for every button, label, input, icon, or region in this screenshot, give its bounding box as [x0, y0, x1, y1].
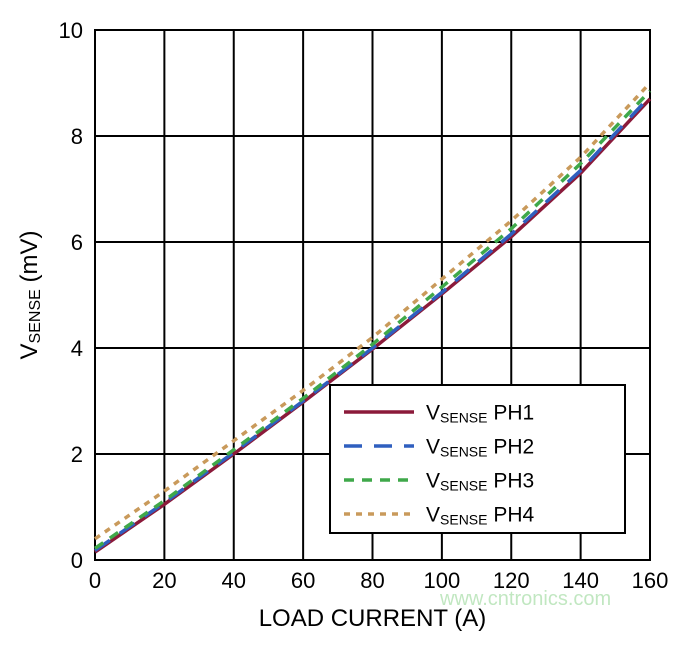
chart-background	[0, 0, 673, 649]
line-chart: 0204060801001201401600246810LOAD CURRENT…	[0, 0, 673, 649]
x-tick-label: 40	[222, 568, 246, 593]
x-tick-label: 80	[360, 568, 384, 593]
chart-container: 0204060801001201401600246810LOAD CURRENT…	[0, 0, 673, 649]
x-tick-label: 0	[89, 568, 101, 593]
y-tick-label: 4	[71, 336, 83, 361]
x-tick-label: 60	[291, 568, 315, 593]
y-tick-label: 6	[71, 230, 83, 255]
y-tick-label: 10	[59, 18, 83, 43]
y-tick-label: 0	[71, 548, 83, 573]
x-tick-label: 160	[632, 568, 669, 593]
x-tick-label: 20	[152, 568, 176, 593]
y-tick-label: 2	[71, 442, 83, 467]
watermark-text: www.cntronics.com	[439, 588, 611, 610]
y-tick-label: 8	[71, 124, 83, 149]
